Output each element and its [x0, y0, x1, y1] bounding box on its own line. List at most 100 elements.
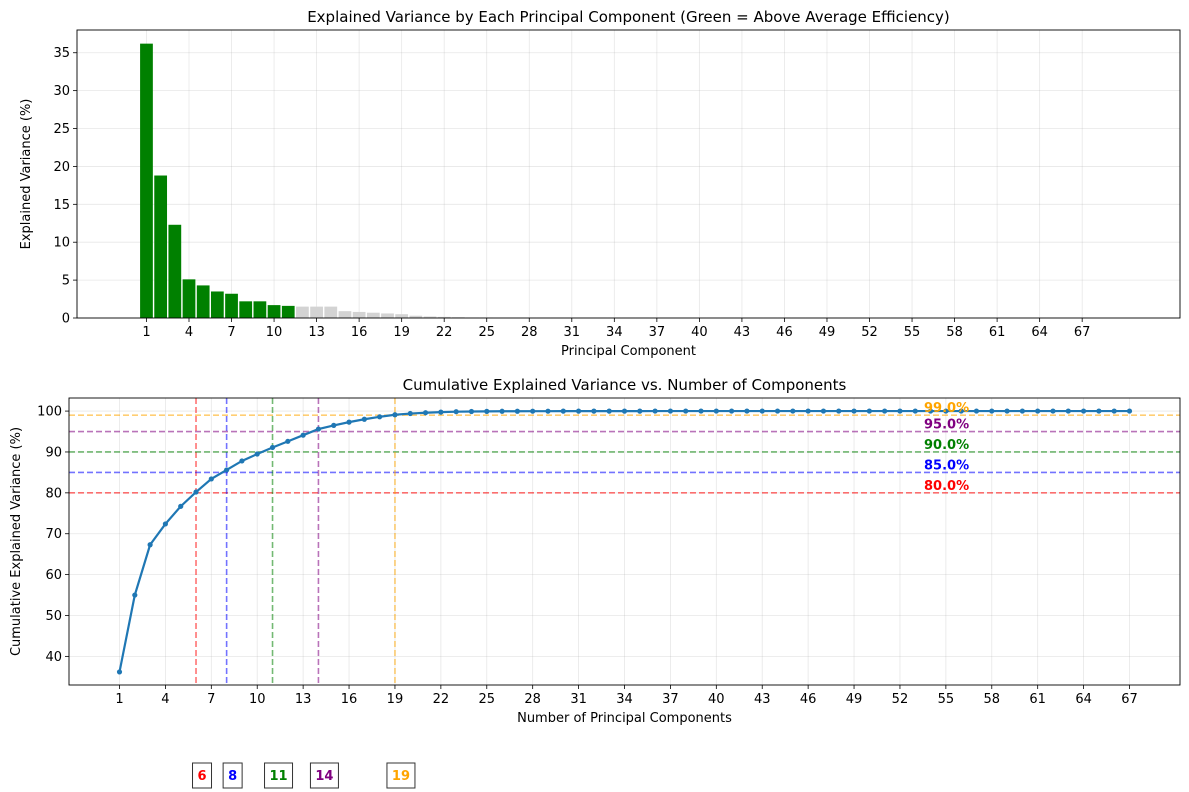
cumulative-point-39 [698, 408, 704, 414]
cumulative-point-34 [621, 408, 628, 414]
cumulative-point-56 [958, 408, 964, 414]
cumulative-point-19 [392, 412, 398, 418]
component-box-label-19: 19 [392, 769, 410, 784]
x-tick-label: 40 [708, 692, 725, 707]
cumulative-point-29 [545, 408, 551, 414]
component-box-label-6: 6 [197, 769, 206, 784]
cumulative-point-1 [116, 669, 123, 675]
x-tick-label: 67 [1121, 692, 1138, 707]
bar-pc-19 [395, 314, 409, 318]
cumulative-point-6 [193, 489, 199, 495]
cumulative-point-3 [147, 542, 153, 548]
x-tick-label: 43 [754, 692, 771, 707]
bar-pc-11 [281, 305, 295, 318]
cumulative-point-62 [1050, 408, 1056, 414]
x-tick-label: 28 [521, 325, 538, 340]
y-tick-label: 80 [45, 486, 62, 501]
bar-pc-16 [352, 311, 366, 318]
x-tick-label: 19 [393, 325, 410, 340]
cumulative-point-66 [1111, 408, 1117, 414]
x-tick-label: 16 [341, 692, 358, 707]
chart-title: Cumulative Explained Variance vs. Number… [403, 376, 847, 394]
x-axis-label: Number of Principal Components [517, 711, 732, 726]
cumulative-point-12 [285, 438, 291, 444]
component-box-8 [222, 762, 243, 789]
y-tick-label: 5 [62, 274, 70, 289]
x-tick-label: 64 [1031, 325, 1048, 340]
bar-pc-3 [168, 224, 182, 318]
x-tick-label: 49 [819, 325, 836, 340]
cumulative-point-17 [361, 416, 367, 422]
cumulative-point-4 [162, 521, 169, 527]
bar-pc-17 [366, 312, 380, 318]
y-axis-label: Cumulative Explained Variance (%) [9, 427, 24, 656]
bar-pc-9 [253, 301, 267, 318]
cumulative-point-59 [1004, 408, 1010, 414]
cumulative-point-40 [713, 408, 719, 414]
x-tick-label: 55 [904, 325, 921, 340]
bar-pc-20 [409, 315, 423, 318]
x-tick-label: 55 [938, 692, 955, 707]
bar-pc-2 [154, 175, 168, 318]
x-tick-label: 4 [161, 692, 169, 707]
x-tick-label: 46 [776, 325, 793, 340]
cumulative-point-10 [254, 451, 260, 457]
x-tick-label: 1 [142, 325, 150, 340]
bar-pc-12 [296, 306, 309, 318]
cumulative-point-30 [560, 408, 566, 414]
x-tick-label: 37 [662, 692, 679, 707]
x-tick-label: 37 [649, 325, 666, 340]
cumulative-point-11 [269, 444, 276, 451]
y-tick-label: 0 [62, 312, 70, 327]
cumulative-point-64 [1080, 408, 1087, 414]
cumulative-point-38 [683, 408, 689, 414]
cumulative-point-60 [1019, 408, 1025, 414]
x-tick-label: 64 [1075, 692, 1092, 707]
y-tick-label: 30 [53, 84, 70, 99]
bar-pc-7 [225, 293, 238, 318]
threshold-label-95: 95.0% [924, 418, 969, 433]
x-tick-label: 10 [249, 692, 266, 707]
bar-chart: 1 4 7 10 13 16 19 22 25 28 31 34 37 40 43 46 49 52 55 58 61 6… [19, 8, 1181, 359]
x-tick-label: 61 [989, 325, 1006, 340]
cumulative-point-5 [178, 503, 184, 509]
x-tick-label: 16 [351, 325, 368, 340]
cumulative-point-2 [132, 592, 138, 598]
bar-pc-22 [437, 316, 451, 318]
cumulative-point-63 [1065, 408, 1071, 414]
cumulative-point-23 [453, 409, 459, 415]
cumulative-point-22 [438, 409, 444, 415]
x-tick-label: 34 [616, 692, 633, 707]
cumulative-point-33 [606, 408, 612, 414]
bar-pc-18 [381, 313, 394, 318]
threshold-label-90: 90.0% [924, 438, 969, 453]
x-tick-label: 10 [266, 325, 283, 340]
component-box-19 [386, 762, 416, 789]
component-box-label-8: 8 [228, 769, 237, 784]
x-tick-label: 28 [524, 692, 541, 707]
cumulative-point-46 [805, 408, 811, 414]
cumulative-point-55 [943, 408, 949, 414]
bar-pc-21 [423, 316, 437, 318]
y-tick-label: 50 [45, 609, 62, 624]
x-tick-label: 31 [564, 325, 581, 340]
cumulative-point-18 [377, 414, 383, 420]
x-tick-label: 58 [983, 692, 1000, 707]
component-box-6 [192, 762, 213, 789]
bar-pc-15 [338, 311, 352, 318]
chart-title: Explained Variance by Each Principal Com… [307, 8, 950, 26]
bar-pc-14 [324, 306, 338, 318]
x-tick-label: 31 [570, 692, 587, 707]
x-tick-label: 7 [227, 325, 235, 340]
cumulative-point-21 [422, 410, 429, 416]
bar-pc-13 [310, 306, 323, 318]
component-box-11 [264, 762, 294, 789]
cumulative-point-8 [224, 467, 230, 473]
cumulative-point-24 [468, 408, 475, 415]
y-tick-label: 100 [37, 405, 62, 420]
x-tick-label: 49 [846, 692, 863, 707]
x-tick-label: 13 [308, 325, 325, 340]
y-tick-label: 20 [53, 160, 70, 175]
x-tick-label: 1 [115, 692, 123, 707]
y-tick-label: 70 [45, 527, 62, 542]
